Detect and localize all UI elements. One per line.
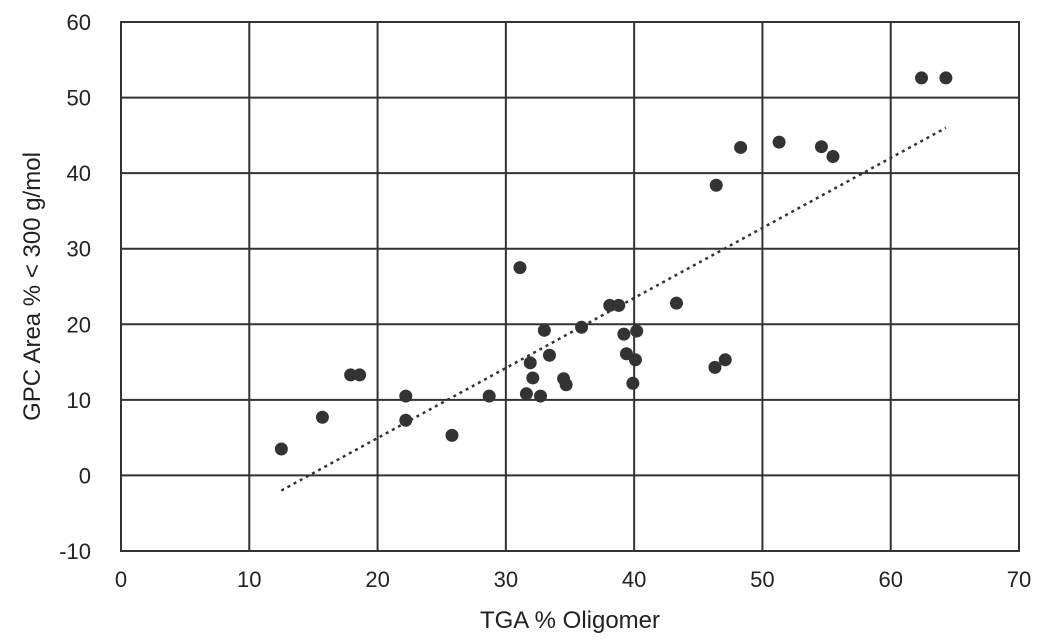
x-tick-label: 0 [115,567,127,592]
data-point [399,390,412,403]
y-tick-label: 50 [67,86,91,111]
data-point [534,390,547,403]
data-point [520,387,533,400]
x-tick-label: 40 [622,567,646,592]
x-tick-label: 10 [237,567,261,592]
data-point [826,150,839,163]
data-point [538,324,551,337]
data-point [353,368,366,381]
y-tick-label: 10 [67,388,91,413]
x-tick-label: 50 [750,567,774,592]
data-point [630,325,643,338]
data-point [399,414,412,427]
plot-area-border [121,22,1019,551]
y-tick-label: -10 [59,539,91,564]
data-point [939,71,952,84]
data-point [575,321,588,334]
y-tick-label: 30 [67,237,91,262]
y-tick-label: 60 [67,10,91,35]
data-point [543,349,556,362]
data-point [710,179,723,192]
data-point [617,328,630,341]
y-axis-label: GPC Area % < 300 g/mol [19,152,46,421]
x-axis-label: TGA % Oligomer [480,607,660,634]
data-point [483,390,496,403]
data-point [560,378,573,391]
data-point [734,141,747,154]
data-point [524,356,537,369]
data-point [626,377,639,390]
gridlines [121,22,1019,551]
y-axis-ticks: -10 0 10 20 30 40 50 60 [59,10,91,564]
data-point [915,71,928,84]
data-point [445,429,458,442]
x-tick-label: 70 [1007,567,1031,592]
y-tick-label: 40 [67,161,91,186]
x-axis-ticks: 0 10 20 30 40 50 60 70 [115,567,1031,592]
data-point [513,261,526,274]
y-tick-label: 0 [79,463,91,488]
data-point [526,371,539,384]
x-tick-label: 30 [494,567,518,592]
data-points [275,71,953,455]
data-point [275,442,288,455]
data-point [629,353,642,366]
data-point [815,140,828,153]
y-tick-label: 20 [67,312,91,337]
data-point [316,411,329,424]
data-point [773,136,786,149]
data-point [719,353,732,366]
x-tick-label: 60 [878,567,902,592]
data-point [612,299,625,312]
x-tick-label: 20 [365,567,389,592]
data-point [670,297,683,310]
